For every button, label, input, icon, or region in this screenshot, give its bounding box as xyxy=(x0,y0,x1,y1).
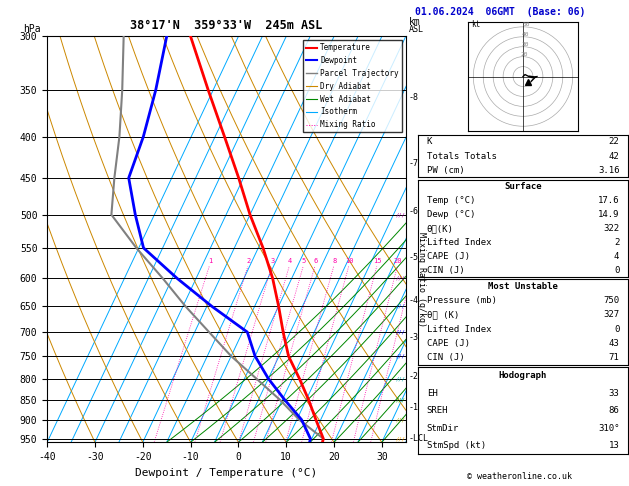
Text: 20: 20 xyxy=(394,258,402,264)
Text: -1: -1 xyxy=(408,403,418,413)
Text: -LCL: -LCL xyxy=(408,434,428,443)
Text: 750: 750 xyxy=(603,296,620,305)
Text: km: km xyxy=(409,17,421,27)
Text: hPa: hPa xyxy=(23,24,41,34)
Text: ///: /// xyxy=(396,436,406,441)
Text: Lifted Index: Lifted Index xyxy=(426,238,491,247)
Text: 50: 50 xyxy=(523,22,530,27)
Text: 20: 20 xyxy=(521,52,528,57)
Text: ///: /// xyxy=(396,354,406,359)
Text: 4: 4 xyxy=(287,258,292,264)
Text: Pressure (mb): Pressure (mb) xyxy=(426,296,496,305)
Text: ///: /// xyxy=(396,212,406,217)
Text: Most Unstable: Most Unstable xyxy=(488,282,558,291)
Text: ///: /// xyxy=(396,276,406,281)
Text: 5: 5 xyxy=(302,258,306,264)
Text: -6: -6 xyxy=(408,207,418,216)
Text: 3: 3 xyxy=(270,258,274,264)
Text: 4: 4 xyxy=(614,252,620,260)
Text: 15: 15 xyxy=(373,258,382,264)
Text: 33: 33 xyxy=(609,389,620,398)
Text: 10: 10 xyxy=(345,258,353,264)
Text: -3: -3 xyxy=(408,332,418,342)
Text: CAPE (J): CAPE (J) xyxy=(426,252,470,260)
Text: Totals Totals: Totals Totals xyxy=(426,152,496,160)
Text: 71: 71 xyxy=(609,353,620,362)
Text: SREH: SREH xyxy=(426,406,448,415)
Text: -5: -5 xyxy=(408,253,418,262)
Text: 0: 0 xyxy=(614,265,620,275)
Text: -2: -2 xyxy=(408,372,418,381)
Text: ///: /// xyxy=(396,376,406,381)
Text: 86: 86 xyxy=(609,406,620,415)
Text: kt: kt xyxy=(471,20,481,29)
Text: CAPE (J): CAPE (J) xyxy=(426,339,470,348)
Text: Hodograph: Hodograph xyxy=(499,371,547,380)
Text: © weatheronline.co.uk: © weatheronline.co.uk xyxy=(467,472,572,481)
Text: Lifted Index: Lifted Index xyxy=(426,325,491,333)
Text: 8: 8 xyxy=(332,258,337,264)
Text: ASL: ASL xyxy=(409,25,424,34)
Text: 14.9: 14.9 xyxy=(598,210,620,219)
Text: EH: EH xyxy=(426,389,437,398)
Text: θᴇ (K): θᴇ (K) xyxy=(426,311,459,319)
Text: 2: 2 xyxy=(614,238,620,247)
Text: StmSpd (kt): StmSpd (kt) xyxy=(426,441,486,450)
Text: Surface: Surface xyxy=(504,182,542,191)
Text: 13: 13 xyxy=(609,441,620,450)
Text: 322: 322 xyxy=(603,224,620,233)
Text: CIN (J): CIN (J) xyxy=(426,353,464,362)
Text: ///: /// xyxy=(396,330,406,334)
Text: ///: /// xyxy=(396,417,406,422)
Text: 17.6: 17.6 xyxy=(598,196,620,205)
Text: 38°17'N  359°33'W  245m ASL: 38°17'N 359°33'W 245m ASL xyxy=(130,18,323,32)
Text: CIN (J): CIN (J) xyxy=(426,265,464,275)
Text: -4: -4 xyxy=(408,296,418,305)
Text: 1: 1 xyxy=(208,258,212,264)
X-axis label: Dewpoint / Temperature (°C): Dewpoint / Temperature (°C) xyxy=(135,468,318,478)
Text: 30: 30 xyxy=(521,42,529,47)
Text: 310°: 310° xyxy=(598,424,620,433)
Text: 01.06.2024  06GMT  (Base: 06): 01.06.2024 06GMT (Base: 06) xyxy=(415,7,586,17)
Text: Temp (°C): Temp (°C) xyxy=(426,196,475,205)
Text: 43: 43 xyxy=(609,339,620,348)
Text: 327: 327 xyxy=(603,311,620,319)
Text: Mixing Ratio (g/kg): Mixing Ratio (g/kg) xyxy=(417,232,426,328)
Text: ///: /// xyxy=(396,397,406,402)
Text: 40: 40 xyxy=(522,32,530,37)
Text: StmDir: StmDir xyxy=(426,424,459,433)
Legend: Temperature, Dewpoint, Parcel Trajectory, Dry Adiabat, Wet Adiabat, Isotherm, Mi: Temperature, Dewpoint, Parcel Trajectory… xyxy=(303,40,402,132)
Text: -8: -8 xyxy=(408,93,418,102)
Text: 6: 6 xyxy=(313,258,318,264)
Text: 3.16: 3.16 xyxy=(598,166,620,175)
Text: 22: 22 xyxy=(609,137,620,146)
Text: θᴇ(K): θᴇ(K) xyxy=(426,224,454,233)
Text: Dewp (°C): Dewp (°C) xyxy=(426,210,475,219)
Text: PW (cm): PW (cm) xyxy=(426,166,464,175)
Text: 0: 0 xyxy=(614,325,620,333)
Text: 42: 42 xyxy=(609,152,620,160)
Text: ///: /// xyxy=(396,304,406,309)
Text: 2: 2 xyxy=(247,258,250,264)
Text: -7: -7 xyxy=(408,159,418,168)
Text: K: K xyxy=(426,137,432,146)
